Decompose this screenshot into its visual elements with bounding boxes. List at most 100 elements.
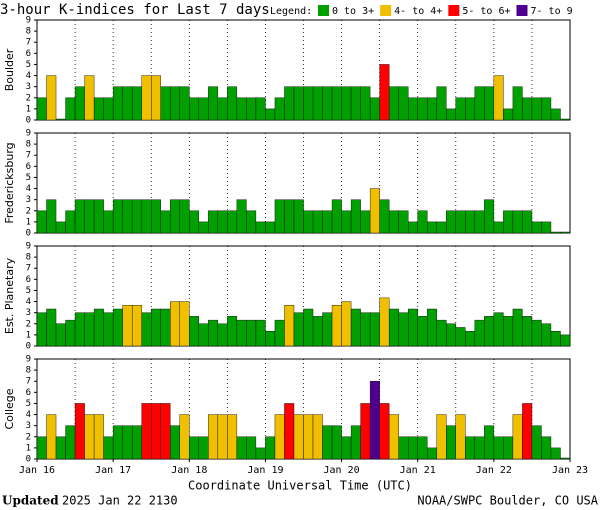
bar (369, 381, 380, 460)
bar (379, 199, 390, 234)
bar (141, 403, 152, 460)
y-tick-label: 6 (26, 162, 31, 172)
bar (407, 97, 418, 121)
bar (436, 414, 447, 460)
bar (427, 447, 437, 460)
y-tick-label: 3 (26, 421, 31, 431)
bar (74, 403, 85, 460)
bar (160, 403, 171, 460)
bar (427, 97, 437, 121)
bar (312, 316, 323, 347)
bar (160, 210, 171, 234)
bar (179, 86, 190, 121)
bar (179, 414, 190, 460)
y-tick-label: 9 (26, 16, 31, 26)
footer-label: Updated (2, 494, 59, 508)
bar (493, 436, 504, 460)
bar (217, 323, 228, 347)
bar (550, 231, 561, 234)
bar (465, 436, 476, 460)
y-tick-label: 0 (26, 455, 31, 465)
bar (550, 331, 561, 347)
bar (350, 86, 361, 121)
bar (417, 210, 428, 234)
bar (484, 316, 495, 347)
bar (55, 221, 66, 234)
y-tick-label: 2 (26, 93, 31, 103)
bar (503, 210, 514, 234)
y-tick-label: 2 (26, 319, 31, 329)
bar (398, 86, 409, 121)
bar (322, 210, 333, 234)
x-tick-label: Jan 17 (95, 465, 131, 476)
bar (417, 316, 428, 347)
x-tick-label: Jan 20 (324, 465, 360, 476)
x-axis-title: Coordinate Universal Time (UTC) (188, 479, 412, 493)
y-tick-label: 9 (26, 129, 31, 139)
bar (93, 414, 104, 460)
bar (179, 199, 190, 234)
bar (284, 86, 295, 121)
y-tick-label: 4 (26, 410, 31, 420)
bar (246, 319, 257, 347)
y-axis-title: Est. Planetary (3, 257, 16, 334)
bar (522, 97, 533, 121)
bar (141, 75, 152, 121)
bar (312, 414, 323, 460)
bar (274, 319, 285, 347)
bar (65, 210, 76, 234)
bar (198, 97, 209, 121)
bar (217, 210, 228, 234)
bar (446, 323, 456, 347)
bar (455, 210, 466, 234)
bar (474, 86, 485, 121)
bar (93, 97, 104, 121)
y-tick-label: 5 (26, 60, 31, 70)
y-tick-label: 4 (26, 71, 31, 81)
bar (112, 425, 123, 460)
bar (322, 86, 333, 121)
bar (112, 86, 123, 121)
bar (446, 210, 456, 234)
bar (503, 316, 514, 347)
bar (341, 436, 352, 460)
legend-swatch (448, 5, 460, 16)
bar (388, 414, 399, 460)
bar (131, 199, 142, 234)
bar (55, 323, 66, 347)
bar (388, 86, 399, 121)
legend-label: 5- to 6+ (462, 6, 510, 17)
bar (227, 86, 238, 121)
bar (341, 86, 352, 121)
y-axis-title: College (3, 388, 16, 429)
x-tick-label: Jan 19 (247, 465, 283, 476)
bar (189, 97, 200, 121)
bar (360, 312, 371, 347)
bar (379, 403, 390, 460)
bar (407, 308, 418, 347)
bar (46, 414, 57, 460)
bar (255, 97, 266, 121)
bar (522, 210, 533, 234)
x-tick-label: Jan 22 (476, 465, 512, 476)
bar (350, 425, 361, 460)
bar (541, 323, 552, 347)
bar (541, 97, 552, 121)
bar (427, 221, 437, 234)
bar (170, 199, 180, 234)
bar (74, 199, 85, 234)
bar (198, 221, 209, 234)
bar (208, 414, 219, 460)
legend-swatch (318, 5, 329, 16)
bar (141, 199, 152, 234)
bar (531, 425, 542, 460)
bar (512, 414, 523, 460)
bar (446, 108, 456, 121)
y-tick-label: 7 (26, 38, 31, 48)
y-axis-title: Fredericksburg (3, 142, 16, 223)
legend-label: 0 to 3+ (332, 6, 374, 17)
bar (84, 75, 95, 121)
bar (36, 436, 47, 460)
bar (131, 425, 142, 460)
